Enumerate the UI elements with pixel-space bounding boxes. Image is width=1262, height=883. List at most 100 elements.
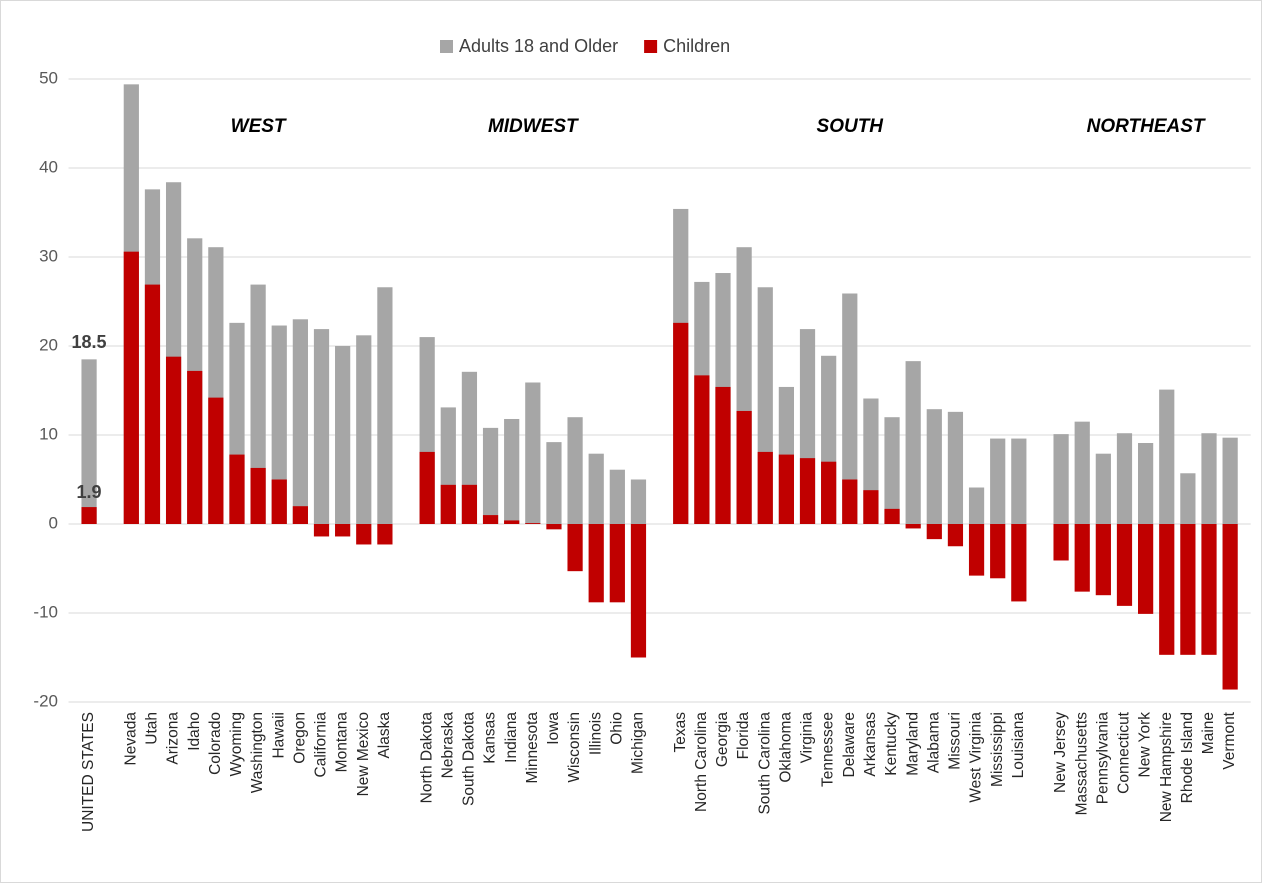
bar (1201, 524, 1217, 655)
x-tick-label: Nevada (122, 712, 139, 766)
x-tick-label: Colorado (207, 712, 224, 775)
x-tick-label: Oregon (291, 712, 308, 764)
bar (1222, 437, 1238, 524)
bar (1053, 434, 1069, 524)
x-tick-label: Arkansas (862, 712, 879, 777)
bar (736, 410, 752, 524)
bar (609, 469, 625, 524)
x-tick-label: North Carolina (693, 712, 710, 812)
bar (187, 370, 203, 524)
bar (335, 524, 351, 537)
x-tick-label: South Dakota (461, 712, 478, 806)
x-tick-label: Maine (1200, 712, 1217, 754)
bar (144, 284, 161, 524)
x-tick-label: Wyoming (228, 712, 245, 776)
bar (799, 458, 816, 524)
bar (1138, 443, 1154, 524)
x-tick-label: Alabama (925, 712, 942, 774)
x-tick-label: Vermont (1221, 711, 1238, 769)
bar (673, 322, 689, 524)
x-tick-label: Kansas (482, 712, 499, 764)
bar (81, 359, 97, 524)
x-tick-label: Illinois (587, 712, 604, 755)
bar (588, 524, 604, 603)
y-tick-label: 10 (39, 424, 58, 443)
bar (335, 346, 351, 524)
x-tick-label: New Mexico (355, 712, 372, 796)
x-tick-label: Delaware (841, 712, 858, 777)
bar (1011, 438, 1027, 524)
x-tick-label: Connecticut (1116, 711, 1133, 794)
x-tick-label: Montana (334, 712, 351, 773)
x-tick-label: Wisconsin (566, 712, 583, 783)
bar (884, 417, 900, 524)
bar (905, 361, 921, 524)
bar (947, 524, 964, 547)
bar (947, 411, 964, 524)
x-tick-label: Missouri (947, 712, 964, 770)
x-tick-label: Alaska (376, 712, 393, 759)
data-label: 1.9 (77, 482, 102, 502)
legend-label: Adults 18 and Older (459, 36, 618, 56)
x-tick-label: Iowa (545, 712, 562, 745)
bar (863, 490, 879, 524)
x-tick-label: New York (1137, 712, 1154, 778)
y-tick-label: 30 (39, 246, 58, 265)
region-label: SOUTH (817, 116, 885, 137)
bar (81, 507, 97, 524)
bar (525, 382, 541, 524)
x-tick-label: Nebraska (439, 712, 456, 779)
bar (546, 524, 562, 530)
x-tick-label: Massachusetts (1073, 712, 1090, 816)
x-tick-label: Minnesota (524, 712, 541, 784)
legend-label: Children (663, 36, 730, 56)
bar (377, 524, 393, 545)
bar (1074, 524, 1090, 592)
x-tick-label: New Jersey (1052, 712, 1069, 793)
bar (715, 386, 731, 524)
x-tick-label: Tennessee (820, 712, 837, 787)
x-tick-label: Maryland (904, 712, 921, 776)
bar (313, 329, 330, 524)
bar (968, 487, 985, 524)
bar (630, 524, 647, 658)
bar (271, 325, 287, 524)
bar (1053, 524, 1069, 561)
x-tick-label: Texas (672, 712, 689, 753)
region-label: WEST (231, 116, 287, 137)
y-tick-label: -20 (33, 691, 58, 710)
x-tick-label: Michigan (630, 712, 647, 774)
bar (229, 454, 245, 524)
bar (821, 461, 837, 524)
bar (1159, 524, 1175, 655)
bar (842, 479, 858, 524)
bar (694, 375, 710, 524)
bar (165, 356, 182, 524)
bar (884, 508, 900, 524)
y-tick-label: 20 (39, 335, 58, 354)
x-tick-label: Virginia (799, 712, 816, 764)
x-tick-label: Pennsylvania (1094, 712, 1111, 805)
bar (250, 284, 266, 524)
x-tick-label: Idaho (186, 712, 203, 751)
x-tick-label: Oklahoma (777, 712, 794, 783)
bar (1116, 524, 1133, 606)
bar (123, 251, 139, 524)
bar (440, 484, 456, 524)
y-tick-label: 0 (49, 513, 58, 532)
bar (990, 524, 1006, 579)
bar (292, 506, 308, 524)
y-tick-label: 50 (39, 68, 58, 87)
bar (482, 427, 499, 524)
bar (461, 484, 478, 524)
bar (1201, 433, 1217, 524)
x-tick-label: North Dakota (418, 712, 435, 804)
x-tick-label: Kentucky (883, 712, 900, 776)
x-tick-label: Louisiana (1010, 712, 1027, 779)
x-tick-label: UNITED STATES (80, 712, 97, 832)
x-tick-label: Rhode Island (1179, 712, 1196, 803)
x-tick-label: California (313, 712, 330, 778)
bar (588, 453, 604, 524)
bar (482, 515, 499, 524)
